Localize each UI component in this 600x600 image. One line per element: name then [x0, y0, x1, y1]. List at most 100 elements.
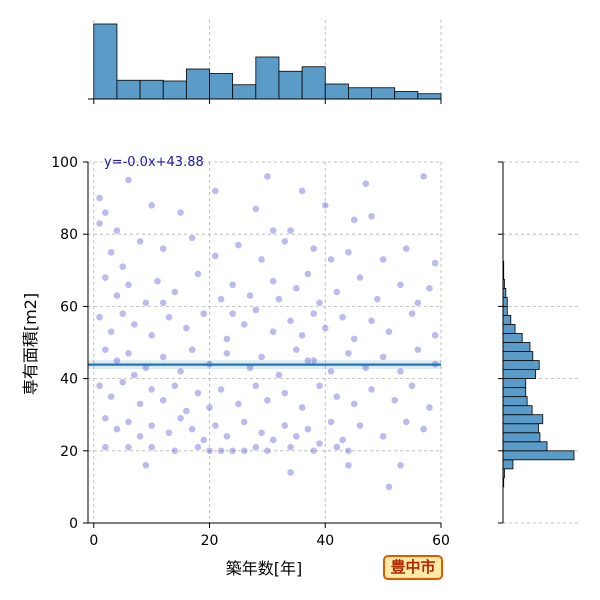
scatter-point	[413, 298, 422, 307]
scatter-point	[240, 418, 249, 426]
scatter-point	[199, 436, 208, 444]
right-hist-bar	[502, 450, 575, 461]
main-grid	[88, 161, 442, 524]
scatter-point	[263, 172, 272, 181]
scatter-point	[269, 277, 278, 286]
scatter-point	[222, 349, 231, 358]
scatter-point	[367, 212, 376, 221]
right-hist-bar	[502, 396, 528, 407]
main-axes: 0 20 40 60 0 20 40 60 80 100	[51, 155, 450, 549]
right-hist-bar	[502, 360, 540, 370]
scatter-point	[147, 385, 156, 394]
right-hist-bar	[502, 459, 514, 470]
scatter-point	[95, 381, 104, 390]
scatter-point	[101, 273, 110, 282]
scatter-point	[344, 248, 353, 257]
scatter-point	[159, 396, 168, 405]
scatter-point	[159, 298, 168, 307]
scatter-point	[188, 425, 197, 434]
right-hist-bar	[502, 369, 537, 380]
scatter-point	[315, 439, 324, 448]
right-hist-bar	[502, 296, 508, 307]
scatter-point	[124, 418, 133, 426]
scatter-point	[194, 443, 202, 452]
scatter-point	[269, 226, 278, 235]
scatter-point	[263, 396, 272, 405]
scatter-point	[332, 443, 341, 452]
scatter-point	[107, 327, 116, 336]
scatter-point	[228, 309, 237, 318]
scatter-point	[124, 176, 133, 184]
scatter-point	[147, 331, 156, 340]
scatter-point	[292, 432, 301, 441]
scatter-point	[356, 273, 364, 282]
scatter-point	[390, 396, 399, 405]
scatter-point	[286, 316, 295, 325]
scatter-point	[101, 443, 110, 452]
scatter-point	[124, 280, 133, 289]
scatter-point	[240, 320, 249, 329]
scatter-point	[292, 345, 301, 354]
scatter-point	[344, 446, 353, 455]
y-tick-label: 20	[60, 444, 78, 460]
scatter-point	[159, 244, 168, 253]
scatter-point	[107, 248, 116, 257]
scatter-point	[228, 446, 237, 455]
scatter-point	[113, 226, 121, 235]
scatter-point	[275, 295, 283, 304]
scatter-point	[280, 421, 289, 430]
scatter-point	[344, 349, 353, 358]
scatter-point	[217, 385, 225, 394]
top-hist-bar	[278, 70, 303, 100]
scatter-point	[176, 414, 185, 423]
scatter-point	[361, 179, 370, 188]
scatter-point	[113, 425, 121, 434]
x-tick-label: 60	[432, 533, 450, 549]
scatter-point	[176, 208, 185, 217]
scatter-point	[124, 349, 133, 358]
scatter-point	[217, 295, 225, 304]
scatter-point	[176, 367, 185, 376]
y-tick-label: 40	[60, 372, 78, 388]
scatter-points	[95, 172, 440, 491]
y-tick-label: 60	[60, 299, 78, 315]
scatter-point	[101, 414, 110, 423]
scatter-point	[95, 194, 104, 202]
top-hist-bar	[232, 84, 257, 100]
y-tick-label: 80	[60, 227, 78, 243]
scatter-point	[350, 334, 359, 343]
right-hist-bar	[502, 441, 548, 452]
y-tick-label: 0	[69, 516, 78, 532]
scatter-point	[136, 399, 144, 408]
scatter-point	[95, 219, 104, 228]
scatter-point	[170, 288, 179, 296]
right-hist-bar	[502, 342, 531, 352]
top-hist-bar	[209, 73, 234, 100]
top-hist-bar	[301, 66, 326, 100]
scatter-point	[425, 403, 434, 412]
right-hist-bar	[502, 405, 533, 416]
scatter-point	[304, 270, 312, 278]
scatter-point	[321, 201, 330, 210]
scatter-point	[419, 172, 428, 181]
right-hist-bar	[502, 387, 527, 398]
right-hist-bar	[502, 432, 541, 443]
scatter-point	[402, 418, 411, 426]
scatter-point	[298, 403, 307, 412]
scatter-point	[379, 255, 388, 264]
scatter-point	[240, 446, 249, 455]
scatter-point	[309, 244, 318, 253]
top-hist-bar	[116, 79, 141, 100]
scatter-point	[286, 226, 295, 235]
scatter-point	[408, 309, 416, 318]
scatter-point	[338, 313, 347, 322]
top-hist-bar	[139, 79, 164, 100]
scatter-point	[251, 443, 260, 452]
scatter-point	[396, 367, 405, 376]
top-hist-bar	[185, 68, 210, 100]
scatter-point	[350, 399, 359, 408]
scatter-point	[309, 309, 318, 318]
scatter-point	[280, 237, 289, 246]
scatter-point	[396, 461, 405, 470]
scatter-point	[425, 284, 434, 293]
